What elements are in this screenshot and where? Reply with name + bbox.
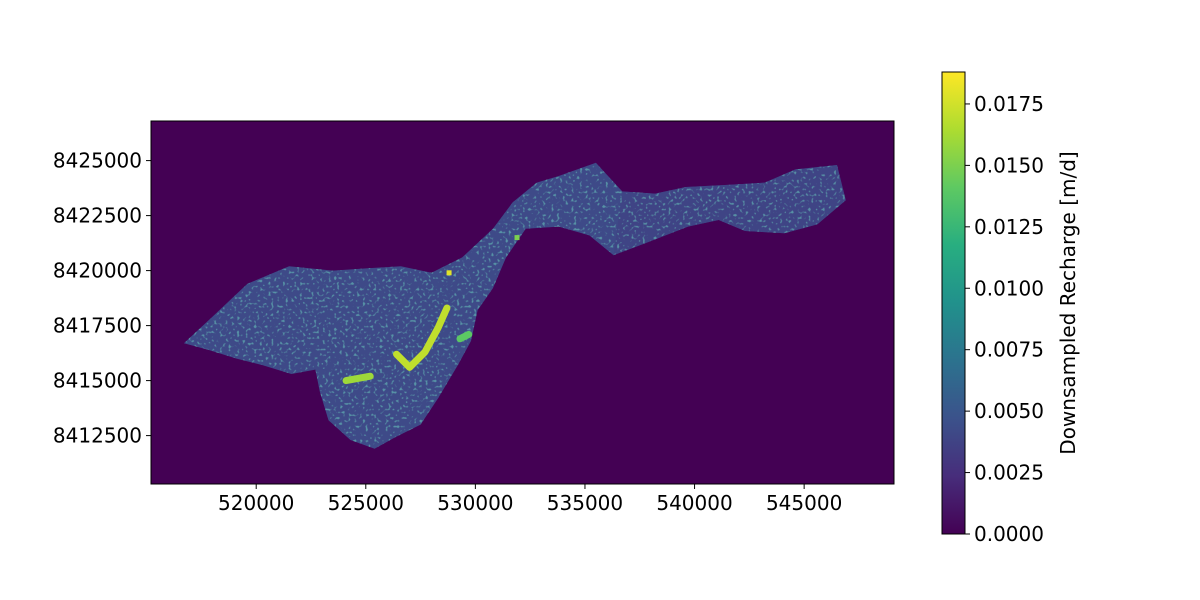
- colorbar-tick-label: 0.0150: [974, 153, 1044, 177]
- y-tick-label: 8412500: [53, 424, 142, 448]
- colorbar-tick-label: 0.0175: [974, 92, 1044, 116]
- colorbar-tick-label: 0.0100: [974, 276, 1044, 300]
- x-tick-label: 545000: [766, 491, 842, 515]
- colorbar-ticks: 0.0000 0.0025 0.0050 0.0075 0.0100 0.0125 0.01…: [965, 92, 1044, 546]
- y-tick-label: 8422500: [53, 204, 142, 228]
- x-tick-label: 520000: [218, 491, 294, 515]
- x-axis: 520000 525000 530000 535000 540000 545000: [218, 484, 842, 515]
- colorbar-frame: [941, 71, 966, 535]
- colorbar-tick-label: 0.0050: [974, 399, 1044, 423]
- y-tick-label: 8420000: [53, 259, 142, 283]
- x-tick-label: 535000: [547, 491, 623, 515]
- recharge-streak-3: [456, 330, 473, 343]
- y-tick-label: 8415000: [53, 369, 142, 393]
- colorbar-tick-label: 0.0000: [974, 522, 1044, 546]
- recharge-streak-2: [393, 304, 451, 371]
- x-tick-label: 540000: [656, 491, 732, 515]
- y-tick-label: 8417500: [53, 314, 142, 338]
- colorbar-tick-label: 0.0075: [974, 338, 1044, 362]
- colorbar-tick-label: 0.0025: [974, 461, 1044, 485]
- colorbar-gradient: [942, 72, 965, 534]
- colorbar-tick-label: 0.0125: [974, 215, 1044, 239]
- recharge-hotspot-5: [514, 235, 520, 241]
- y-tick-label: 8425000: [53, 149, 142, 173]
- y-axis: 8412500 8415000 8417500 8420000 8422500 84250…: [53, 149, 151, 448]
- plot-frame: [150, 120, 895, 485]
- recharge-hotspot-4: [446, 270, 452, 276]
- x-tick-label: 530000: [437, 491, 513, 515]
- x-tick-label: 525000: [328, 491, 404, 515]
- colorbar-label: Downsampled Recharge [m/d]: [1056, 151, 1080, 454]
- colorbar: 0.0000 0.0025 0.0050 0.0075 0.0100 0.0125 0.01…: [941, 71, 1080, 546]
- recharge-streak-1: [342, 372, 374, 385]
- plot-area: 520000 525000 530000 535000 540000 545000 841…: [53, 120, 895, 515]
